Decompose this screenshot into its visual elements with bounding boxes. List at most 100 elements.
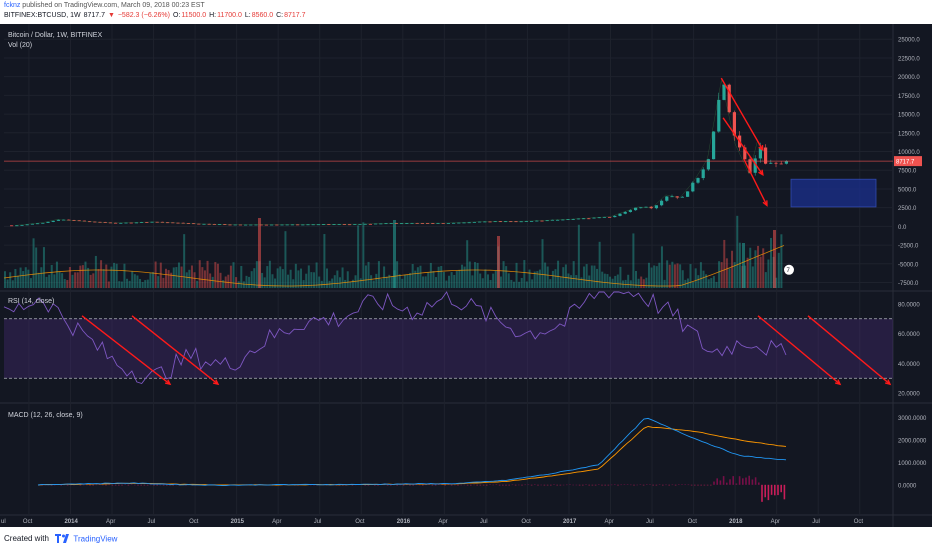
rsi-band-fill [4,318,893,379]
volume-bar [401,278,404,288]
rsi-arrow-1 [81,315,171,385]
chart-area[interactable]: 7 25000.0 22500.0 20000.0 17500.0 15000.0 125… [0,24,932,527]
candle-body [764,147,768,164]
macd-histogram-bar [111,484,114,486]
macd-histogram-bar [521,484,523,486]
volume-bar [396,261,399,288]
volume-bar [40,267,43,288]
macd-histogram-bar [751,479,754,485]
macd-histogram-bar [729,479,731,485]
candle-body [363,223,367,225]
macd-histogram-bar [559,484,562,486]
candle-body [519,221,523,223]
macd-histogram-bar [159,484,162,486]
candle-body [530,221,534,222]
candle-body [56,219,60,221]
macd-histogram-bar [719,480,722,485]
volume-bar [27,269,30,288]
volume-bar [422,276,425,288]
volume-bar [512,281,515,288]
candle-body [587,218,591,220]
volume-bar [507,273,510,288]
candle-body [457,222,461,224]
volume-bar [637,278,640,288]
macd-histogram-bar [150,484,152,486]
volume-bar [463,266,466,288]
candle-body [238,224,242,226]
macd-histogram-bar [623,484,626,485]
author-link[interactable]: fcknz [4,2,21,9]
volume-bar [159,262,162,288]
volume-bar [751,266,754,288]
candle-body [103,221,107,223]
volume-bar [679,264,682,288]
volume-bar [48,274,51,288]
volume-bar [489,279,492,288]
macd-histogram-bar [550,484,552,486]
candle-body [384,223,388,225]
price-tick-label: 5000.0 [898,187,917,193]
volume-bar [11,280,14,288]
high-value: 11700.0 [217,12,242,19]
macd-histogram-bar [172,484,174,486]
volume-bar [245,275,248,288]
volume-bar [331,278,334,288]
macd-histogram-bar [524,484,526,486]
volume-bar [362,222,365,288]
volume-bar [520,277,523,288]
macd-histogram-bar [169,484,171,486]
macd-histogram-bar [530,484,533,486]
macd-histogram-bar [566,484,568,486]
candle-body [556,219,560,221]
volume-bar [448,275,451,288]
candle-body [155,221,159,223]
candle-body [20,225,24,226]
macd-histogram-bar [63,484,66,486]
volume-bar [266,266,269,288]
volume-bar [486,274,489,288]
time-tick-label: Oct [854,519,864,525]
rsi-line [3,291,787,385]
volume-bar [255,261,258,288]
volume-bar [250,271,253,288]
rsi-arrow-1-head [164,379,172,386]
change-value: −582.3 (−6.26%) [117,12,170,19]
volume-bar [89,274,92,288]
volume-bar [538,269,541,288]
volume-bar [473,262,476,288]
macd-histogram-bar [438,484,440,485]
volume-bar [744,265,747,288]
candle-body [270,224,274,226]
candle-body [779,163,783,165]
macd-histogram-bar [457,484,459,486]
time-tick-label: Jul [646,519,654,525]
volume-bar [139,278,142,288]
macd-histogram-bar [498,484,501,486]
candle-body [233,224,237,226]
volume-bar [559,276,562,288]
volume-bar [237,281,240,288]
macd-histogram-bar [473,484,475,486]
volume-bar [634,270,637,288]
volume-bar [580,277,583,288]
macd-histogram-bar [646,484,648,485]
volume-bar [403,274,406,288]
candle-body [727,84,731,113]
volume-bar [577,224,580,288]
volume-bar [590,265,593,288]
macd-histogram-bar [415,484,418,486]
volume-bar [585,264,588,288]
tradingview-brand-link[interactable]: TradingView [73,534,118,544]
volume-bar [338,277,341,288]
volume-bar [596,268,599,288]
volume-bar [746,257,749,288]
volume-bar [370,275,373,288]
macd-histogram-bar [511,484,514,486]
chart-canvas[interactable]: 7 25000.0 22500.0 20000.0 17500.0 15000.0 125… [0,24,932,527]
volume-bar [325,268,328,288]
time-tick-label: 2018 [729,519,743,525]
volume-bar [705,274,708,288]
symbol-label: BITFINEX:BTCUSD, 1W [4,12,81,19]
time-tick-label: Oct [189,519,199,525]
macd-histogram-bar [137,484,139,486]
